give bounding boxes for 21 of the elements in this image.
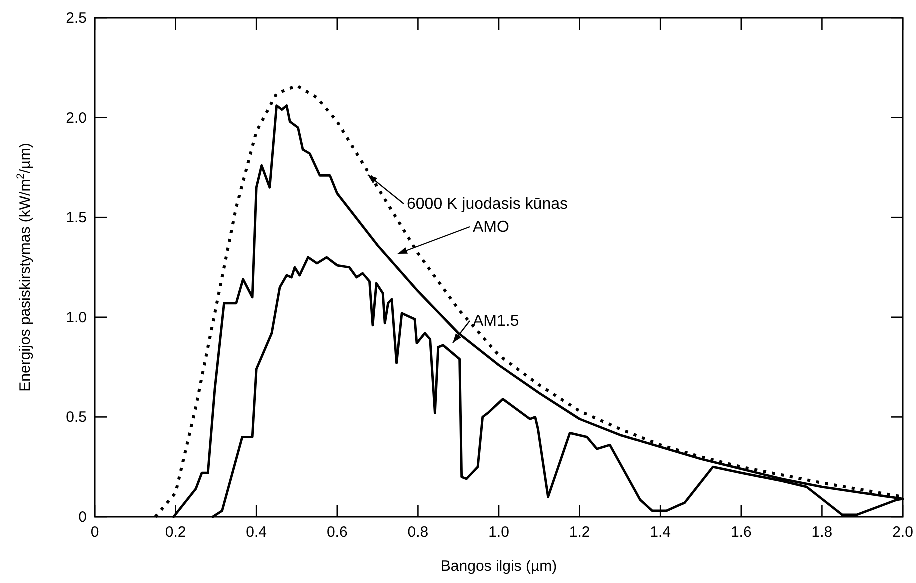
x-tick-label: 1.4 — [650, 524, 672, 541]
annotation: AM1.5 — [473, 313, 520, 330]
x-tick-label: 1.0 — [488, 524, 510, 541]
x-tick-label: 1.2 — [569, 524, 590, 541]
y-tick-label: 0.5 — [66, 409, 87, 426]
x-tick-label: 0.8 — [408, 524, 429, 541]
x-tick-label: 2.0 — [892, 524, 914, 541]
x-tick-label: 0.4 — [246, 524, 268, 541]
x-tick-label: 1.6 — [730, 524, 752, 541]
annotation: AMO — [473, 219, 510, 236]
x-tick-label: 0.6 — [326, 524, 348, 541]
y-tick-label: 1.5 — [66, 210, 87, 227]
annotation: 6000 K juodasis kūnas — [407, 196, 568, 213]
y-tick-label: 2.0 — [66, 110, 87, 127]
y-tick-label: 1.0 — [66, 309, 87, 326]
y-tick-label: 0 — [78, 509, 87, 526]
x-tick-label: 1.8 — [812, 524, 833, 541]
x-axis-title: Bangos ilgis (µm) — [440, 558, 558, 575]
x-tick-label: 0.2 — [165, 524, 186, 541]
x-tick-label: 0 — [90, 524, 100, 541]
y-tick-label: 2.5 — [66, 10, 87, 27]
